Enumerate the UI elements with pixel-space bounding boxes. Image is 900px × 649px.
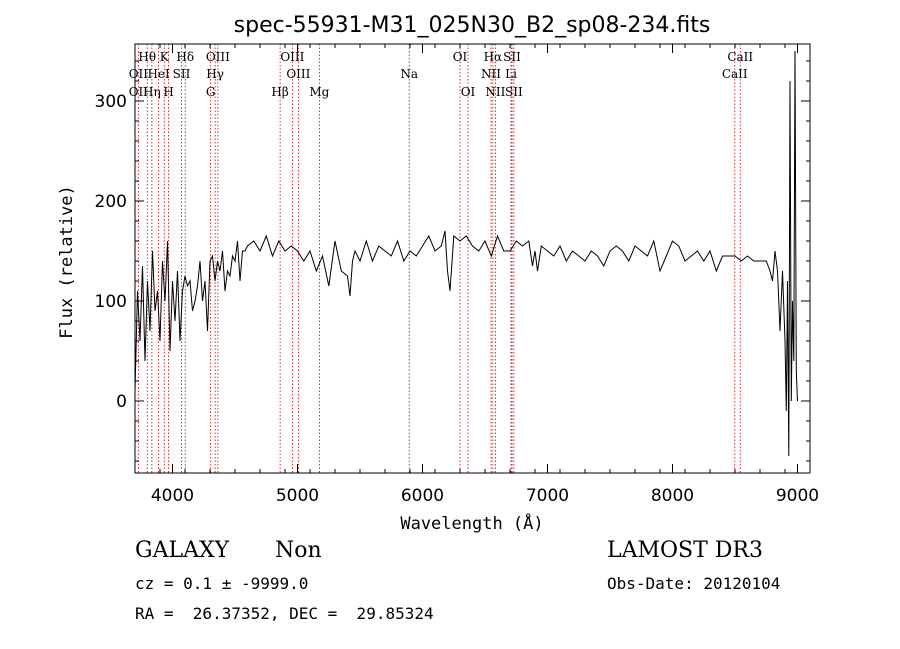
coordinates-readout: RA = 26.37352, DEC = 29.85324 xyxy=(135,604,434,623)
object-subclass-label: Non xyxy=(275,538,322,563)
spectral-line-label: K xyxy=(160,50,170,64)
spectral-line-label: Hβ xyxy=(271,85,288,99)
spectral-line-label: Mg xyxy=(309,85,329,99)
spectral-line-label: NII xyxy=(485,85,505,99)
spectral-line-label: Na xyxy=(400,67,418,81)
x-tick-label: 6000 xyxy=(401,486,444,506)
spectral-line-label: Hθ xyxy=(138,50,156,64)
spectral-line-label: Hγ xyxy=(206,67,224,81)
spectral-line-label: G xyxy=(206,85,216,99)
x-tick-label: 8000 xyxy=(651,486,694,506)
spectral-line-label: Hα xyxy=(484,50,503,64)
y-axis-title: Flux (relative) xyxy=(57,185,77,339)
spectral-line-label: OII xyxy=(129,67,149,81)
survey-label: LAMOST DR3 xyxy=(607,538,763,563)
spectral-line-label: OII xyxy=(129,85,149,99)
spectral-lines xyxy=(137,44,741,473)
x-axis: 4000 5000 6000 7000 8000 9000 xyxy=(134,44,819,506)
spectral-line-label: SII xyxy=(505,85,523,99)
spectral-line-label: CaII xyxy=(727,50,753,64)
spectral-line-label: OIII xyxy=(280,50,304,64)
plot-frame xyxy=(134,43,811,474)
spectral-line-label: HeI xyxy=(147,67,170,81)
spectral-line-label: SII xyxy=(173,67,191,81)
spectral-line-label: OI xyxy=(461,85,476,99)
spectral-line-label: H xyxy=(163,85,173,99)
chart-title: spec-55931-M31_025N30_B2_sp08-234.fits xyxy=(234,13,711,38)
spectral-line-label: SII xyxy=(503,50,521,64)
object-class-label: GALAXY xyxy=(135,538,230,563)
y-tick-label: 200 xyxy=(95,192,127,212)
x-tick-label: 5000 xyxy=(276,486,319,506)
y-axis: 0 100 200 300 xyxy=(95,60,810,462)
x-axis-title: Wavelength (Å) xyxy=(400,512,543,534)
spectral-line-label: Li xyxy=(505,67,517,81)
spectral-line-label: OIII xyxy=(206,50,230,64)
x-tick-label: 9000 xyxy=(776,486,819,506)
y-tick-label: 300 xyxy=(95,92,127,112)
spectral-line-label: CaII xyxy=(722,67,748,81)
x-tick-label: 7000 xyxy=(526,486,569,506)
y-tick-label: 100 xyxy=(95,292,127,312)
y-tick-label: 0 xyxy=(116,392,127,412)
redshift-readout: cz = 0.1 ± -9999.0 xyxy=(135,574,309,593)
obs-date-readout: Obs-Date: 20120104 xyxy=(607,574,781,593)
spectral-line-label: OI xyxy=(453,50,468,64)
spectral-line-label: NII xyxy=(481,67,501,81)
x-tick-label: 4000 xyxy=(151,486,194,506)
spectral-line-label: Hδ xyxy=(176,50,194,64)
spectral-line-label: Hη xyxy=(143,85,161,99)
spectrum-series-line xyxy=(134,50,798,457)
spectral-line-label: OIII xyxy=(286,67,310,81)
